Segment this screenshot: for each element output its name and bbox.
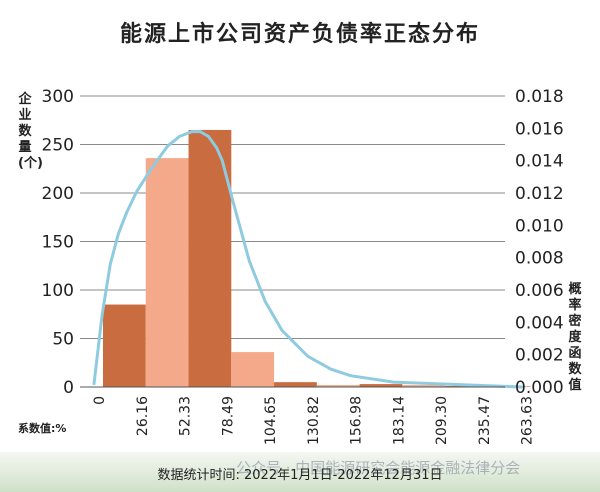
y-tick-label: 250 <box>42 136 74 156</box>
y2-tick-label: 0.002 <box>515 346 564 366</box>
footer-band <box>0 452 600 492</box>
histogram-bar <box>231 352 275 387</box>
y2-tick-label: 0.012 <box>515 184 564 204</box>
histogram-bar <box>274 382 317 387</box>
y2-tick-label: 0.010 <box>515 216 564 236</box>
watermark: 公众号 · 中国能源研究会能源金融法律分会 <box>236 459 521 477</box>
y2-tick-label: 0.016 <box>515 119 564 139</box>
histogram-bar <box>103 304 146 387</box>
y2-tick-labels: 0.000 0.002 0.004 0.006 0.008 0.010 0.012 0.014… <box>515 87 564 398</box>
y2-tick-label: 0.014 <box>515 152 564 172</box>
chart-title: 能源上市公司资产负债率正态分布 <box>119 21 480 47</box>
y2-tick-label: 0.018 <box>515 87 564 107</box>
y-tick-label: 100 <box>42 281 74 301</box>
y-tick-label: 150 <box>42 233 74 253</box>
histogram-bar <box>145 158 189 387</box>
x-tick-label: 156.98 <box>349 396 365 445</box>
coefficient-label: 系数值:% <box>18 422 67 435</box>
grid-lines <box>80 95 505 339</box>
footer-date: 数据统计时间: 2022年1月1日-2022年12月31日 <box>157 468 443 483</box>
x-tick-label: 104.65 <box>263 396 279 445</box>
left-axis-label: 企业数量(个) <box>18 92 43 171</box>
y2-tick-label: 0.008 <box>515 249 564 269</box>
histogram-bar <box>359 384 403 387</box>
right-axis-label: 概率密度函数值 <box>568 282 582 393</box>
density-curve <box>92 130 524 389</box>
x-tick-label: 26.16 <box>135 396 151 436</box>
x-tick-label: 78.49 <box>220 396 236 436</box>
y-tick-labels: 0 50 100 150 200 250 300 <box>42 87 74 398</box>
x-tick-label: 235.47 <box>477 396 493 445</box>
y2-tick-label: 0.004 <box>515 313 564 333</box>
y-tick-label: 300 <box>42 87 74 107</box>
y2-tick-label: 0.006 <box>515 281 564 301</box>
y-tick-label: 0 <box>63 378 74 398</box>
x-tick-labels: 0 26.16 52.33 78.49 104.65 130.82 156.98 183.14… <box>92 396 536 445</box>
x-tick-label: 263.63 <box>520 396 536 445</box>
x-tick-label: 0 <box>92 396 108 405</box>
x-tick-label: 209.30 <box>434 396 450 445</box>
y2-tick-label: 0.000 <box>515 378 564 398</box>
x-tick-label: 130.82 <box>306 396 322 445</box>
histogram-bar <box>402 385 446 387</box>
bars <box>103 129 531 387</box>
y-tick-label: 50 <box>52 330 74 350</box>
histogram-bar <box>316 385 360 387</box>
y-tick-label: 200 <box>42 184 74 204</box>
x-tick-label: 52.33 <box>178 396 194 436</box>
x-tick-label: 183.14 <box>391 396 407 445</box>
